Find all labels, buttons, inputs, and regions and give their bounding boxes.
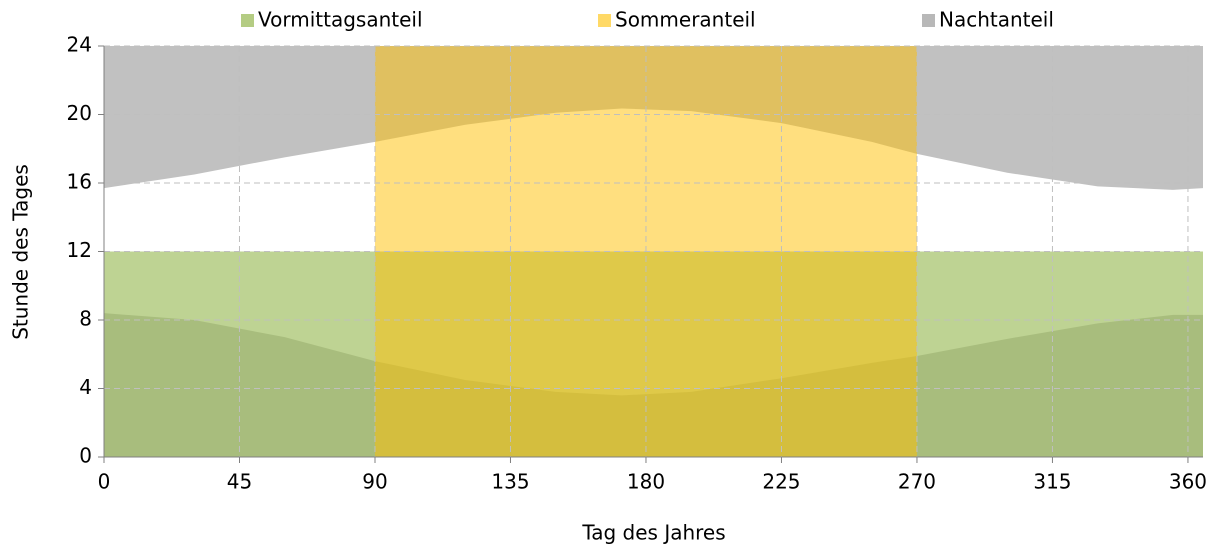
legend-label: Vormittagsanteil — [258, 8, 423, 32]
x-tick-label: 360 — [1169, 470, 1207, 494]
y-tick-label: 24 — [67, 33, 92, 57]
y-tick-label: 8 — [79, 307, 92, 331]
y-tick-label: 4 — [79, 375, 92, 399]
legend-swatch — [922, 14, 935, 27]
y-tick-label: 16 — [67, 170, 92, 194]
y-tick-label: 20 — [67, 101, 92, 125]
x-tick-label: 135 — [491, 470, 529, 494]
x-tick-label: 0 — [98, 470, 111, 494]
x-axis-title: Tag des Jahres — [581, 521, 725, 545]
legend-label: Nachtanteil — [939, 8, 1054, 32]
legend-swatch — [598, 14, 611, 27]
axes: 0 4 8 12 16 20 24 0 45 90 135 180 225 270 315 360 — [67, 33, 1207, 494]
x-tick-label: 90 — [362, 470, 387, 494]
legend-label: Sommeranteil — [615, 8, 756, 32]
y-tick-label: 12 — [67, 238, 92, 262]
x-tick-label: 315 — [1033, 470, 1071, 494]
y-tick-label: 0 — [79, 444, 92, 468]
x-tick-label: 225 — [762, 470, 800, 494]
x-tick-label: 270 — [898, 470, 936, 494]
y-axis-title: Stunde des Tages — [9, 164, 33, 340]
x-tick-label: 45 — [227, 470, 252, 494]
x-tick-label: 180 — [627, 470, 665, 494]
legend-swatch — [241, 14, 254, 27]
